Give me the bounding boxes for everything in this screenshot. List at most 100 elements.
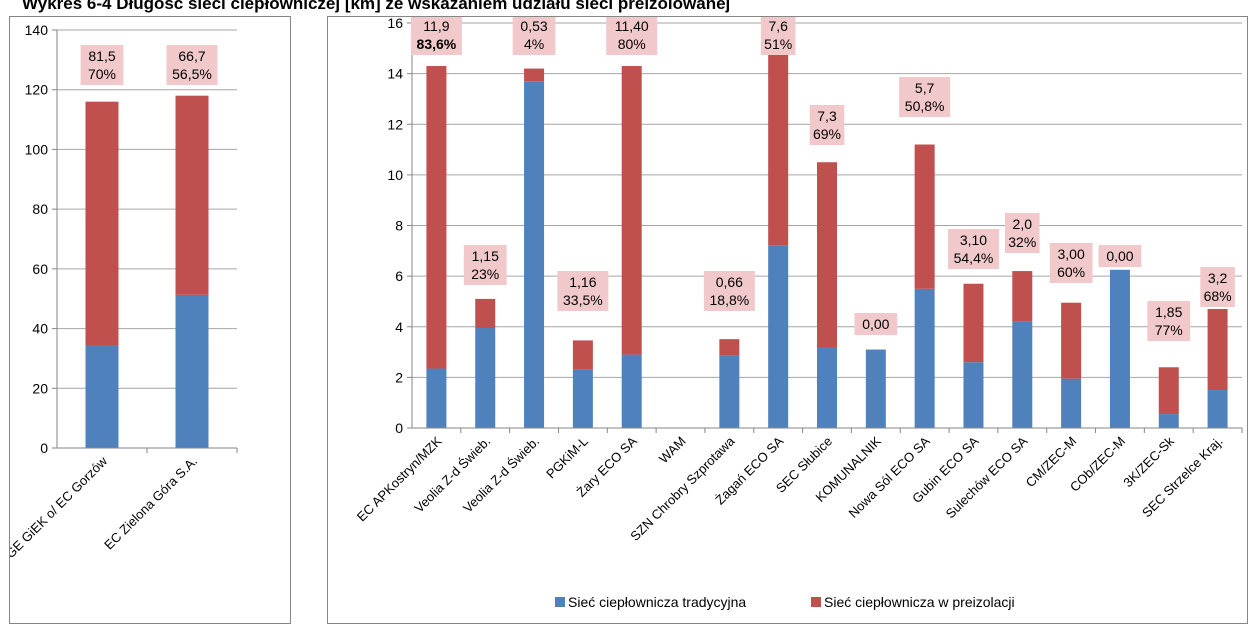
annotation-box xyxy=(703,271,755,311)
bar-preinsulated xyxy=(1158,367,1179,415)
annotation: 3,10 54,4% xyxy=(947,229,999,269)
bar-traditional xyxy=(963,362,984,428)
bar-preinsulated xyxy=(1207,309,1228,391)
y-tick-label: 120 xyxy=(25,82,49,98)
chart-left: 0 20 40 60 80 100 120 140 81,5 70% 66,7 56,5% GE G… xyxy=(2,22,238,561)
annotation-share: 77% xyxy=(1155,322,1183,338)
chart-panel-left: 0 20 40 60 80 100 120 140 81,5 70% 66,7 56,5% GE G… xyxy=(2,16,291,624)
annotation-share: 68% xyxy=(1204,288,1232,304)
y-tick-labels: 0 2 4 6 8 10 12 14 16 xyxy=(387,15,403,436)
bar-traditional xyxy=(1109,269,1130,428)
y-tick-label: 0 xyxy=(40,440,48,456)
annotation-box xyxy=(1200,267,1235,307)
annotation-share: 51% xyxy=(764,36,792,52)
annotation-share: 56,5% xyxy=(172,66,212,82)
annotation-value: 3,00 xyxy=(1057,246,1084,262)
y-tick-labels: 0 20 40 60 80 100 120 140 xyxy=(25,22,49,456)
annotation-share: 23% xyxy=(471,266,499,282)
annotation-value: 5,7 xyxy=(915,80,935,96)
legend-label: Sieć ciepłownicza w preizolacji xyxy=(824,594,1015,610)
annotation-box xyxy=(606,15,658,55)
annotation-share: 4% xyxy=(524,36,544,52)
bar-traditional xyxy=(475,328,496,428)
x-tick-label: EC Zielona Góra S.A. xyxy=(101,454,200,553)
annotation: 2,032% xyxy=(1004,213,1040,253)
annotation: 1,15 23% xyxy=(463,245,507,285)
annotation-box xyxy=(1004,213,1040,253)
annotation: 11,40 80% xyxy=(606,15,658,55)
legend: Sieć ciepłownicza tradycyjna Sieć ciepłow… xyxy=(555,594,1015,610)
annotation-box xyxy=(410,15,462,55)
annotation-share: 83,6% xyxy=(417,36,457,52)
annotation-box xyxy=(557,271,609,311)
bar-traditional xyxy=(768,245,789,428)
annotation-share: 32% xyxy=(1008,234,1036,250)
annotation: 0,66 18,8% xyxy=(703,271,755,311)
x-tick-label: GE GiEK o/ EC Gorzów xyxy=(10,453,111,561)
legend-swatch xyxy=(555,597,565,607)
annotation-box xyxy=(512,15,556,55)
bar-traditional xyxy=(865,349,886,428)
annotation-box xyxy=(1098,245,1142,267)
y-tick-label: 12 xyxy=(387,116,403,132)
bar-traditional xyxy=(524,81,545,428)
y-tick-label: 8 xyxy=(395,218,403,234)
bar-preinsulated xyxy=(85,101,119,345)
annotation-share: 50,8% xyxy=(905,98,945,114)
annotation: 1,16 33,5% xyxy=(557,271,609,311)
bar-preinsulated xyxy=(475,298,496,329)
annotation-box xyxy=(80,45,124,85)
annotation-share: 54,4% xyxy=(954,250,994,266)
annotation: 0,00 xyxy=(1098,245,1142,267)
annotation-box xyxy=(809,105,845,145)
annotation-box xyxy=(947,229,999,269)
bar-traditional xyxy=(1061,378,1082,428)
bar-preinsulated xyxy=(1012,271,1033,322)
y-tick-label: 60 xyxy=(32,261,48,277)
annotation-value: 66,7 xyxy=(178,48,205,64)
bar-traditional xyxy=(914,288,935,428)
y-tick-label: 0 xyxy=(395,420,403,436)
bar-traditional xyxy=(621,354,642,428)
bar-preinsulated xyxy=(524,68,545,82)
bar-traditional xyxy=(1012,321,1033,428)
y-tick-label: 40 xyxy=(32,321,48,337)
y-tick-label: 20 xyxy=(32,380,48,396)
annotation-value: 1,85 xyxy=(1155,304,1182,320)
annotation-box xyxy=(760,15,796,55)
bar-preinsulated xyxy=(768,53,789,246)
annotation-value: 0,00 xyxy=(1106,248,1133,264)
annotation-value: 0,53 xyxy=(520,18,547,34)
y-tick-label: 100 xyxy=(25,141,49,157)
y-tick-label: 6 xyxy=(395,268,403,284)
annotation-value: 3,2 xyxy=(1208,270,1228,286)
bar-preinsulated xyxy=(719,339,740,356)
bars xyxy=(426,53,1228,428)
x-tick-label: WAM xyxy=(656,434,689,467)
legend-item: Sieć ciepłownicza tradycyjna xyxy=(555,594,746,610)
y-tick-label: 2 xyxy=(395,369,403,385)
annotation-value: 2,0 xyxy=(1013,216,1033,232)
axes xyxy=(407,22,1243,433)
axes xyxy=(52,29,238,453)
annotation-share: 18,8% xyxy=(710,292,750,308)
annotation-share: 60% xyxy=(1057,264,1085,280)
annotation-value: 7,3 xyxy=(817,108,837,124)
bar-traditional xyxy=(85,344,119,448)
legend-label: Sieć ciepłownicza tradycyjna xyxy=(568,594,746,610)
annotation: 3,268% xyxy=(1200,267,1235,307)
page-title: Wykres 6-4 Długość sieci ciepłowniczej [… xyxy=(22,0,731,13)
bar-traditional xyxy=(817,347,837,428)
bar-preinsulated xyxy=(426,66,447,369)
annotation-share: 69% xyxy=(813,126,841,142)
y-tick-label: 140 xyxy=(25,22,49,38)
annotation-value: 81,5 xyxy=(88,48,115,64)
y-tick-label: 80 xyxy=(32,201,48,217)
annotation: 7,651% xyxy=(760,15,796,55)
x-tick-label: PGKiM-L xyxy=(543,434,591,482)
annotation-value: 1,15 xyxy=(472,248,499,264)
bars xyxy=(85,95,209,448)
bar-traditional xyxy=(175,294,209,448)
annotation-share: 33,5% xyxy=(563,292,603,308)
